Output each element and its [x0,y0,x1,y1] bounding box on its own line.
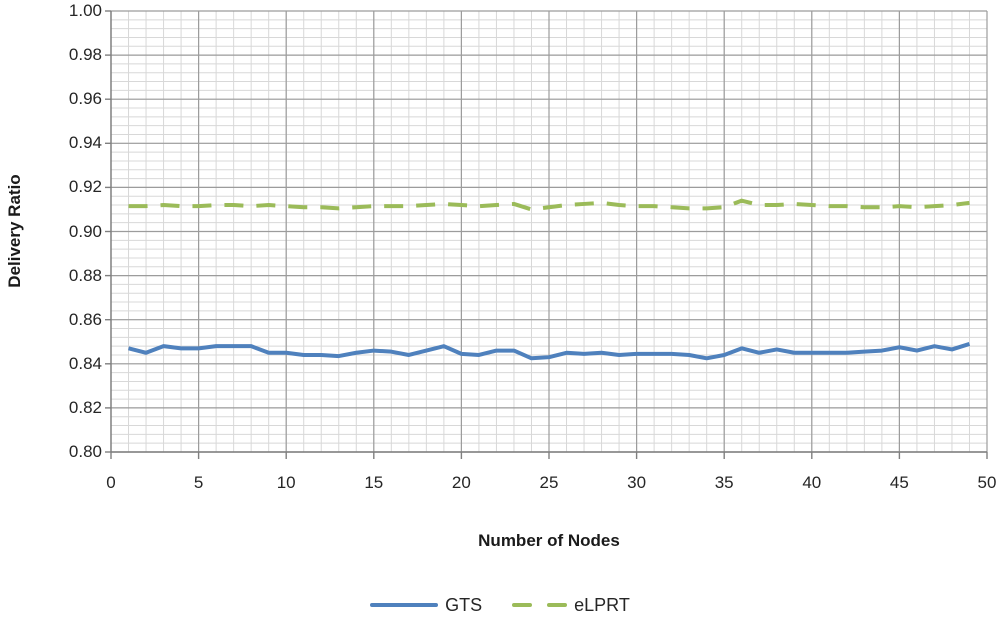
legend-item-elprt: eLPRT [512,595,630,616]
x-tick-label: 35 [714,473,734,492]
x-tick-label: 5 [193,473,204,492]
x-tick-label: 45 [889,473,909,492]
legend-label-gts: GTS [445,594,483,615]
y-axis-tick-labels: 0.80 0.82 0.84 0.86 0.88 0.90 0.92 0.94 0.96 0.98… [28,0,102,619]
y-tick-label: 0.96 [68,89,102,109]
legend-label-elprt: eLPRT [574,594,630,615]
y-tick-label: 1.00 [68,1,102,20]
x-tick-label: 20 [451,473,471,492]
legend-dash [547,603,568,607]
x-tick-label: 0 [106,473,116,492]
plot-area [105,10,988,459]
x-tick-label: 40 [802,473,822,492]
y-tick-label: 0.82 [68,397,102,417]
legend: GTS eLPRT [0,592,1000,618]
y-tick-label: 0.86 [68,309,102,329]
x-tick-label: 30 [627,473,647,492]
legend-dash [512,603,533,607]
x-axis-title: Number of Nodes [478,531,620,550]
y-tick-label: 0.98 [68,45,102,65]
y-tick-label: 0.80 [68,442,102,461]
legend-item-gts: GTS [370,595,482,616]
y-tick-label: 0.84 [68,353,102,373]
x-tick-label: 10 [276,473,296,492]
legend-swatch-elprt [512,603,568,607]
y-tick-label: 0.92 [68,177,102,197]
x-tick-label: 50 [977,473,997,492]
y-axis-title: Delivery Ratio [5,174,24,288]
x-tick-label: 15 [364,473,384,492]
x-tick-label: 25 [539,473,559,492]
y-tick-label: 0.94 [68,133,102,153]
series-line-gts [128,342,971,361]
y-tick-label: 0.90 [68,221,102,241]
series-line-elprt [128,198,970,212]
legend-swatch-gts [370,603,439,607]
y-tick-label: 0.88 [68,265,102,285]
